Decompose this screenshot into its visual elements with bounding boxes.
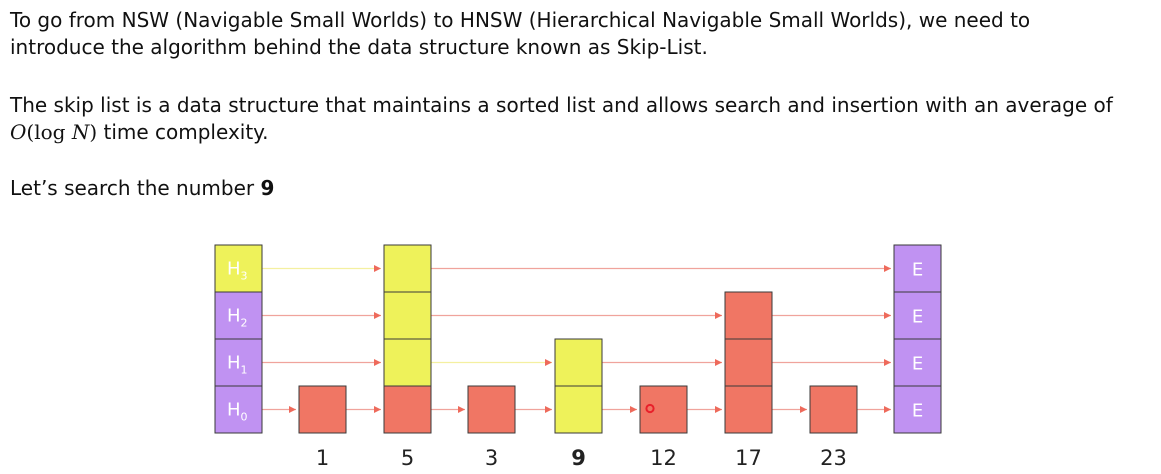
search-instruction: Let’s search the number 9 bbox=[10, 175, 274, 202]
head-cell-3 bbox=[214, 244, 263, 293]
node-9-level-0 bbox=[554, 385, 603, 434]
node-1-level-0 bbox=[298, 385, 347, 434]
node-17-level-1 bbox=[724, 338, 773, 387]
node-17-level-2 bbox=[724, 291, 773, 340]
end-cell-1 bbox=[893, 338, 942, 387]
description-paragraph: The skip list is a data structure that m… bbox=[10, 92, 1113, 146]
node-5-level-1 bbox=[383, 338, 432, 387]
complexity-suffix: time complexity. bbox=[97, 120, 269, 144]
value-label-3: 3 bbox=[485, 446, 498, 470]
node-23-level-0 bbox=[809, 385, 858, 434]
intro-line-2: introduce the algorithm behind the data … bbox=[10, 35, 708, 59]
intro-paragraph: To go from NSW (Navigable Small Worlds) … bbox=[10, 7, 1030, 61]
end-cell-0 bbox=[893, 385, 942, 434]
end-label-1: E bbox=[912, 354, 923, 375]
search-target: 9 bbox=[260, 176, 275, 200]
end-label-3: E bbox=[912, 260, 923, 281]
complexity-n: N bbox=[71, 120, 90, 144]
end-cell-2 bbox=[893, 291, 942, 340]
node-5-level-0 bbox=[383, 385, 432, 434]
node-9-level-1 bbox=[554, 338, 603, 387]
end-cell-3 bbox=[893, 244, 942, 293]
complexity-close: ) bbox=[89, 120, 98, 144]
search-prefix: Let’s search the number bbox=[10, 176, 261, 200]
description-line-1: The skip list is a data structure that m… bbox=[10, 93, 1113, 117]
end-label-0: E bbox=[912, 401, 923, 422]
complexity-o: O bbox=[10, 120, 27, 144]
node-5-level-3 bbox=[383, 244, 432, 293]
search-probe-marker bbox=[645, 403, 655, 414]
complexity-func: (log bbox=[26, 120, 72, 144]
value-label-12: 12 bbox=[650, 446, 677, 470]
head-cell-2 bbox=[214, 291, 263, 340]
node-17-level-0 bbox=[724, 385, 773, 434]
value-label-1: 1 bbox=[316, 446, 329, 470]
value-label-23: 23 bbox=[820, 446, 847, 470]
intro-line-1: To go from NSW (Navigable Small Worlds) … bbox=[10, 8, 1031, 32]
value-label-17: 17 bbox=[735, 446, 762, 470]
node-5-level-2 bbox=[383, 291, 432, 340]
node-12-level-0 bbox=[639, 385, 688, 434]
value-label-9: 9 bbox=[571, 446, 586, 470]
value-label-5: 5 bbox=[401, 446, 414, 470]
head-cell-0 bbox=[214, 385, 263, 434]
skip-list-links bbox=[262, 265, 891, 413]
complexity-formula: O(log N) bbox=[10, 120, 97, 144]
end-label-2: E bbox=[912, 307, 923, 328]
skip-list-value-labels: 1 5 3 9 12 17 23 bbox=[316, 446, 847, 470]
node-3-level-0 bbox=[467, 385, 516, 434]
